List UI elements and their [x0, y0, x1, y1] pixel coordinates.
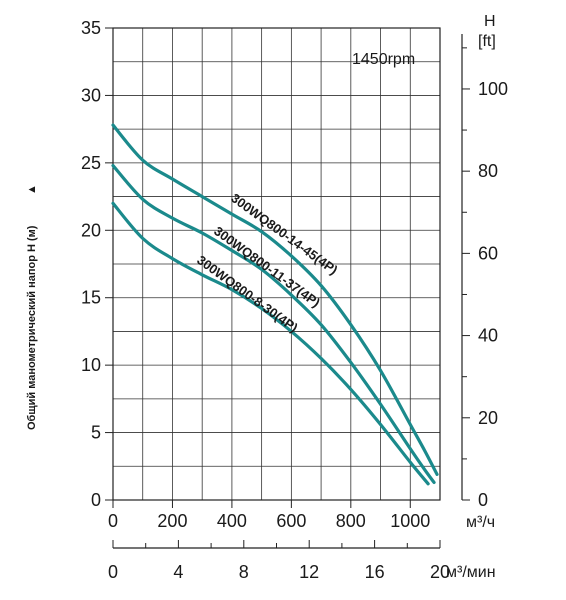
right-axis-unit: [ft] — [478, 33, 496, 50]
y-axis-arrow: ▲ — [26, 184, 38, 195]
x-axis-tick-label: 800 — [336, 511, 366, 531]
x-axis-tick-label: 600 — [276, 511, 306, 531]
left-axis-tick-label: 10 — [81, 355, 101, 375]
right-axis-tick-label: 40 — [478, 326, 498, 346]
x-axis-tick-label: 0 — [108, 511, 118, 531]
series-label: 300WQ800-8-30(4P) — [194, 252, 300, 335]
speed-label: 1450rpm — [352, 51, 415, 68]
x-axis-tick-label: 200 — [157, 511, 187, 531]
plot-frame — [112, 27, 441, 501]
left-axis-tick-label: 0 — [91, 490, 101, 510]
series-line — [111, 201, 430, 486]
curves — [111, 123, 439, 486]
left-axis-tick-label: 25 — [81, 153, 101, 173]
right-axis-tick-label: 60 — [478, 243, 498, 263]
x-axis2-tick-label: 8 — [239, 562, 249, 582]
x-axis2-tick-label: 4 — [173, 562, 183, 582]
x-axis-unit: м³/ч — [466, 514, 495, 531]
y-axis-label-group: Общий манометрический напор H (м) ▲ — [26, 184, 38, 430]
axes — [105, 27, 470, 549]
x-axis2-tick-label: 0 — [108, 562, 118, 582]
right-axis-tick-label: 100 — [478, 79, 508, 99]
left-axis-tick-label: 30 — [81, 85, 101, 105]
x-axis2-unit: м³/мин — [446, 564, 496, 581]
x-axis-tick-label: 400 — [217, 511, 247, 531]
right-axis-title: H — [484, 13, 496, 30]
right-axis-tick-label: 80 — [478, 161, 498, 181]
series-label: 300WQ800-14-45(4P) — [228, 190, 340, 277]
series-line — [111, 123, 439, 476]
left-axis-tick-label: 35 — [81, 18, 101, 38]
left-axis-tick-label: 5 — [91, 423, 101, 443]
x-axis2-tick-label: 16 — [365, 562, 385, 582]
x-axis2-tick-label: 12 — [299, 562, 319, 582]
right-axis-tick-label: 20 — [478, 408, 498, 428]
x-axis2-tick-label: 20 — [430, 562, 450, 582]
left-axis-tick-label: 20 — [81, 220, 101, 240]
x-axis-tick-label: 1000 — [390, 511, 430, 531]
y-axis-label: Общий манометрический напор H (м) — [26, 225, 38, 430]
series-line — [111, 163, 436, 485]
left-axis-tick-label: 15 — [81, 288, 101, 308]
right-axis-tick-label: 0 — [478, 490, 488, 510]
